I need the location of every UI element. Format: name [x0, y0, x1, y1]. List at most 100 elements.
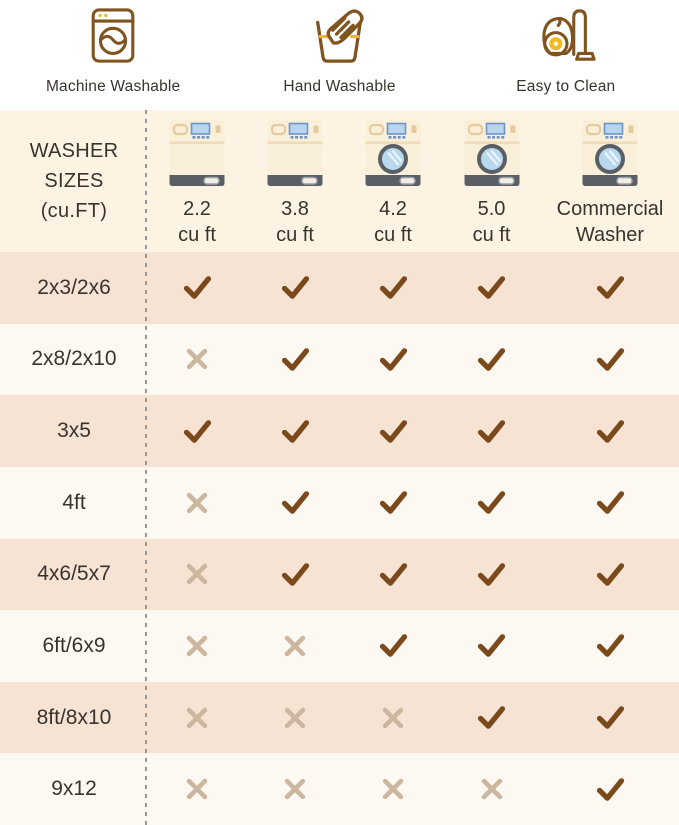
machine-washable-icon [84, 4, 142, 68]
check-mark-icon [344, 344, 442, 375]
column-label: 4.2 cu ft [374, 196, 412, 248]
check-mark-icon [541, 272, 679, 303]
cross-mark-icon [148, 776, 246, 802]
column-header: 5.0 cu ft [442, 110, 541, 252]
check-mark-icon [246, 487, 344, 518]
cross-mark-icon [246, 705, 344, 731]
check-mark-icon [442, 559, 541, 590]
check-mark-icon [148, 416, 246, 447]
front-load-washer-icon [365, 114, 421, 193]
check-mark-icon [541, 416, 679, 447]
column-header: 4.2 cu ft [344, 110, 442, 252]
row-label: 3x5 [57, 419, 91, 443]
column-label-line: 5.0 [477, 198, 506, 220]
column-label-line: cu ft [374, 224, 412, 246]
table-body: 2x3/2x6 2x8/2x10 3x5 4ft [0, 252, 679, 825]
washer-size-table: WASHER SIZES (cu.FT) 2.2 cu ft 3.8 cu ft [0, 110, 679, 825]
cross-mark-icon [148, 490, 246, 516]
cross-mark-icon [344, 705, 442, 731]
corner-header-line: (cu.FT) [40, 200, 108, 222]
check-mark-icon [541, 344, 679, 375]
table-row: 3x5 [0, 395, 679, 467]
feature-easy-to-clean: Easy to Clean [453, 4, 679, 96]
feature-label: Easy to Clean [516, 78, 616, 95]
column-header: 3.8 cu ft [246, 110, 344, 252]
check-mark-icon [442, 272, 541, 303]
check-mark-icon [442, 487, 541, 518]
top-load-washer-icon [267, 114, 323, 193]
feature-machine-washable: Machine Washable [0, 4, 226, 96]
row-label: 6ft/6x9 [42, 633, 106, 657]
column-label: 2.2 cu ft [178, 196, 216, 248]
check-mark-icon [344, 487, 442, 518]
check-mark-icon [344, 630, 442, 661]
column-label-line: cu ft [472, 224, 511, 246]
column-label-line: 4.2 [379, 198, 407, 220]
column-label-line: cu ft [178, 224, 216, 246]
check-mark-icon [541, 702, 679, 733]
feature-label: Hand Washable [283, 78, 396, 95]
feature-strip: Machine Washable Hand Washable [0, 0, 679, 110]
column-label-line: 2.2 [183, 198, 211, 220]
column-label-line: Commercial [556, 198, 664, 220]
front-load-washer-icon [582, 114, 638, 193]
corner-header-line: WASHER [29, 140, 119, 162]
column-label: Commercial Washer [557, 196, 664, 248]
table-header-row: WASHER SIZES (cu.FT) 2.2 cu ft 3.8 cu ft [0, 110, 679, 252]
row-label: 4ft [62, 490, 86, 514]
table-row: 9x12 [0, 753, 679, 825]
check-mark-icon [148, 272, 246, 303]
table-row: 4ft [0, 466, 679, 539]
row-label: 2x3/2x6 [37, 275, 111, 299]
table-row: 2x3/2x6 [0, 252, 679, 324]
check-mark-icon [344, 559, 442, 590]
row-label: 9x12 [51, 777, 97, 801]
cross-mark-icon [148, 705, 246, 731]
check-mark-icon [442, 630, 541, 661]
table-row: 4x6/5x7 [0, 538, 679, 611]
check-mark-icon [246, 344, 344, 375]
check-mark-icon [246, 416, 344, 447]
table-row: 6ft/6x9 [0, 610, 679, 682]
row-label: 4x6/5x7 [37, 562, 111, 586]
cross-mark-icon [344, 776, 442, 802]
check-mark-icon [541, 630, 679, 661]
check-mark-icon [246, 272, 344, 303]
column-label: 5.0 cu ft [473, 196, 511, 248]
check-mark-icon [541, 774, 679, 805]
cross-mark-icon [148, 561, 246, 587]
check-mark-icon [541, 559, 679, 590]
table-row: 8ft/8x10 [0, 681, 679, 754]
column-label-line: cu ft [276, 224, 314, 246]
check-mark-icon [246, 559, 344, 590]
corner-header-line: SIZES [44, 170, 104, 192]
cross-mark-icon [148, 346, 246, 372]
column-label-line: Washer [575, 224, 645, 246]
row-label: 8ft/8x10 [36, 705, 112, 729]
check-mark-icon [442, 416, 541, 447]
check-mark-icon [442, 344, 541, 375]
cross-mark-icon [246, 633, 344, 659]
hand-washable-icon [308, 4, 370, 68]
cross-mark-icon [246, 776, 344, 802]
top-load-washer-icon [169, 114, 225, 193]
cross-mark-icon [148, 633, 246, 659]
check-mark-icon [541, 487, 679, 518]
easy-to-clean-icon [535, 4, 597, 68]
column-header: 2.2 cu ft [148, 110, 246, 252]
corner-header: WASHER SIZES (cu.FT) [0, 110, 148, 252]
check-mark-icon [442, 702, 541, 733]
column-label-line: 3.8 [281, 198, 309, 220]
column-header: Commercial Washer [541, 110, 679, 252]
check-mark-icon [344, 416, 442, 447]
check-mark-icon [344, 272, 442, 303]
feature-hand-washable: Hand Washable [226, 4, 452, 96]
front-load-washer-icon [464, 114, 520, 193]
feature-label: Machine Washable [45, 78, 181, 95]
column-label: 3.8 cu ft [276, 196, 314, 248]
table-row: 2x8/2x10 [0, 323, 679, 396]
cross-mark-icon [442, 776, 541, 802]
dashed-divider [145, 110, 147, 825]
row-label: 2x8/2x10 [31, 347, 117, 371]
